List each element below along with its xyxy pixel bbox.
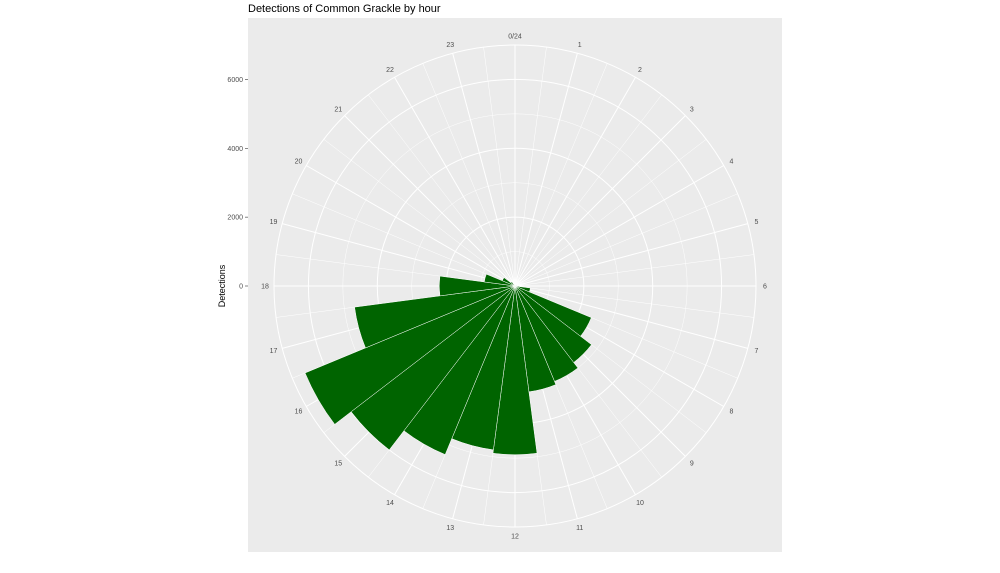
bars — [304, 273, 592, 455]
minor-spoke — [422, 63, 516, 287]
angle-label: 7 — [755, 348, 759, 355]
angle-label: 21 — [334, 107, 342, 114]
y-tick-label: 0 — [239, 284, 243, 291]
angle-label: 3 — [690, 107, 694, 114]
angle-label: 1 — [578, 42, 582, 49]
bar-hour-19 — [501, 277, 516, 287]
minor-spoke — [514, 139, 707, 287]
bar-hour-17 — [439, 275, 516, 297]
minor-spoke — [323, 139, 516, 287]
angle-label: 11 — [576, 525, 583, 532]
minor-spoke — [483, 47, 516, 287]
minor-spoke — [514, 94, 662, 287]
major-spoke — [282, 223, 516, 287]
angle-label: 23 — [446, 42, 454, 49]
angle-label: 2 — [638, 67, 642, 74]
minor-spoke — [514, 63, 608, 287]
major-spoke — [306, 165, 516, 287]
minor-spoke — [292, 193, 516, 287]
y-axis: 0 2000 4000 6000 — [227, 77, 248, 291]
major-spoke — [514, 223, 748, 287]
y-tick-label: 6000 — [227, 77, 243, 84]
chart-title: Detections of Common Grackle by hour — [248, 3, 441, 15]
angle-label: 5 — [755, 219, 759, 226]
angle-label: 17 — [270, 348, 278, 355]
y-tick-label: 4000 — [227, 146, 243, 153]
angle-label: 13 — [446, 525, 454, 532]
major-spoke — [514, 53, 578, 287]
y-tick-label: 2000 — [227, 215, 243, 222]
angle-label: 9 — [690, 460, 694, 467]
major-spoke — [394, 77, 516, 287]
bar-hour-16 — [354, 285, 516, 349]
angle-label: 14 — [386, 500, 394, 507]
angle-label: 15 — [334, 460, 342, 467]
angle-label: 20 — [295, 159, 303, 166]
major-spoke — [344, 115, 516, 287]
minor-spoke — [514, 193, 738, 287]
major-spoke — [514, 165, 724, 287]
angle-label: 8 — [730, 409, 734, 416]
angle-label: 10 — [636, 500, 644, 507]
angle-label: 19 — [270, 219, 278, 226]
angle-tick-labels: 0/24123456789101112131415161718192021222… — [261, 34, 767, 541]
angle-label: 18 — [261, 284, 269, 291]
angle-label: 0/24 — [508, 34, 522, 41]
minor-spoke — [368, 94, 516, 287]
major-spoke — [514, 285, 748, 349]
y-axis-title: Detections — [217, 264, 227, 307]
angle-label: 6 — [763, 284, 767, 291]
angle-label: 12 — [511, 534, 519, 541]
major-spoke — [452, 53, 516, 287]
minor-spoke — [514, 285, 754, 318]
angle-label: 22 — [386, 67, 394, 74]
bar-hour-11 — [492, 285, 538, 455]
angle-label: 4 — [730, 159, 734, 166]
angle-label: 16 — [295, 409, 303, 416]
bar-hour-20 — [510, 281, 516, 287]
major-spoke — [514, 115, 686, 287]
minor-spoke — [514, 254, 754, 287]
bar-hour-15 — [304, 285, 516, 425]
major-spoke — [514, 77, 636, 287]
minor-spoke — [514, 47, 547, 287]
